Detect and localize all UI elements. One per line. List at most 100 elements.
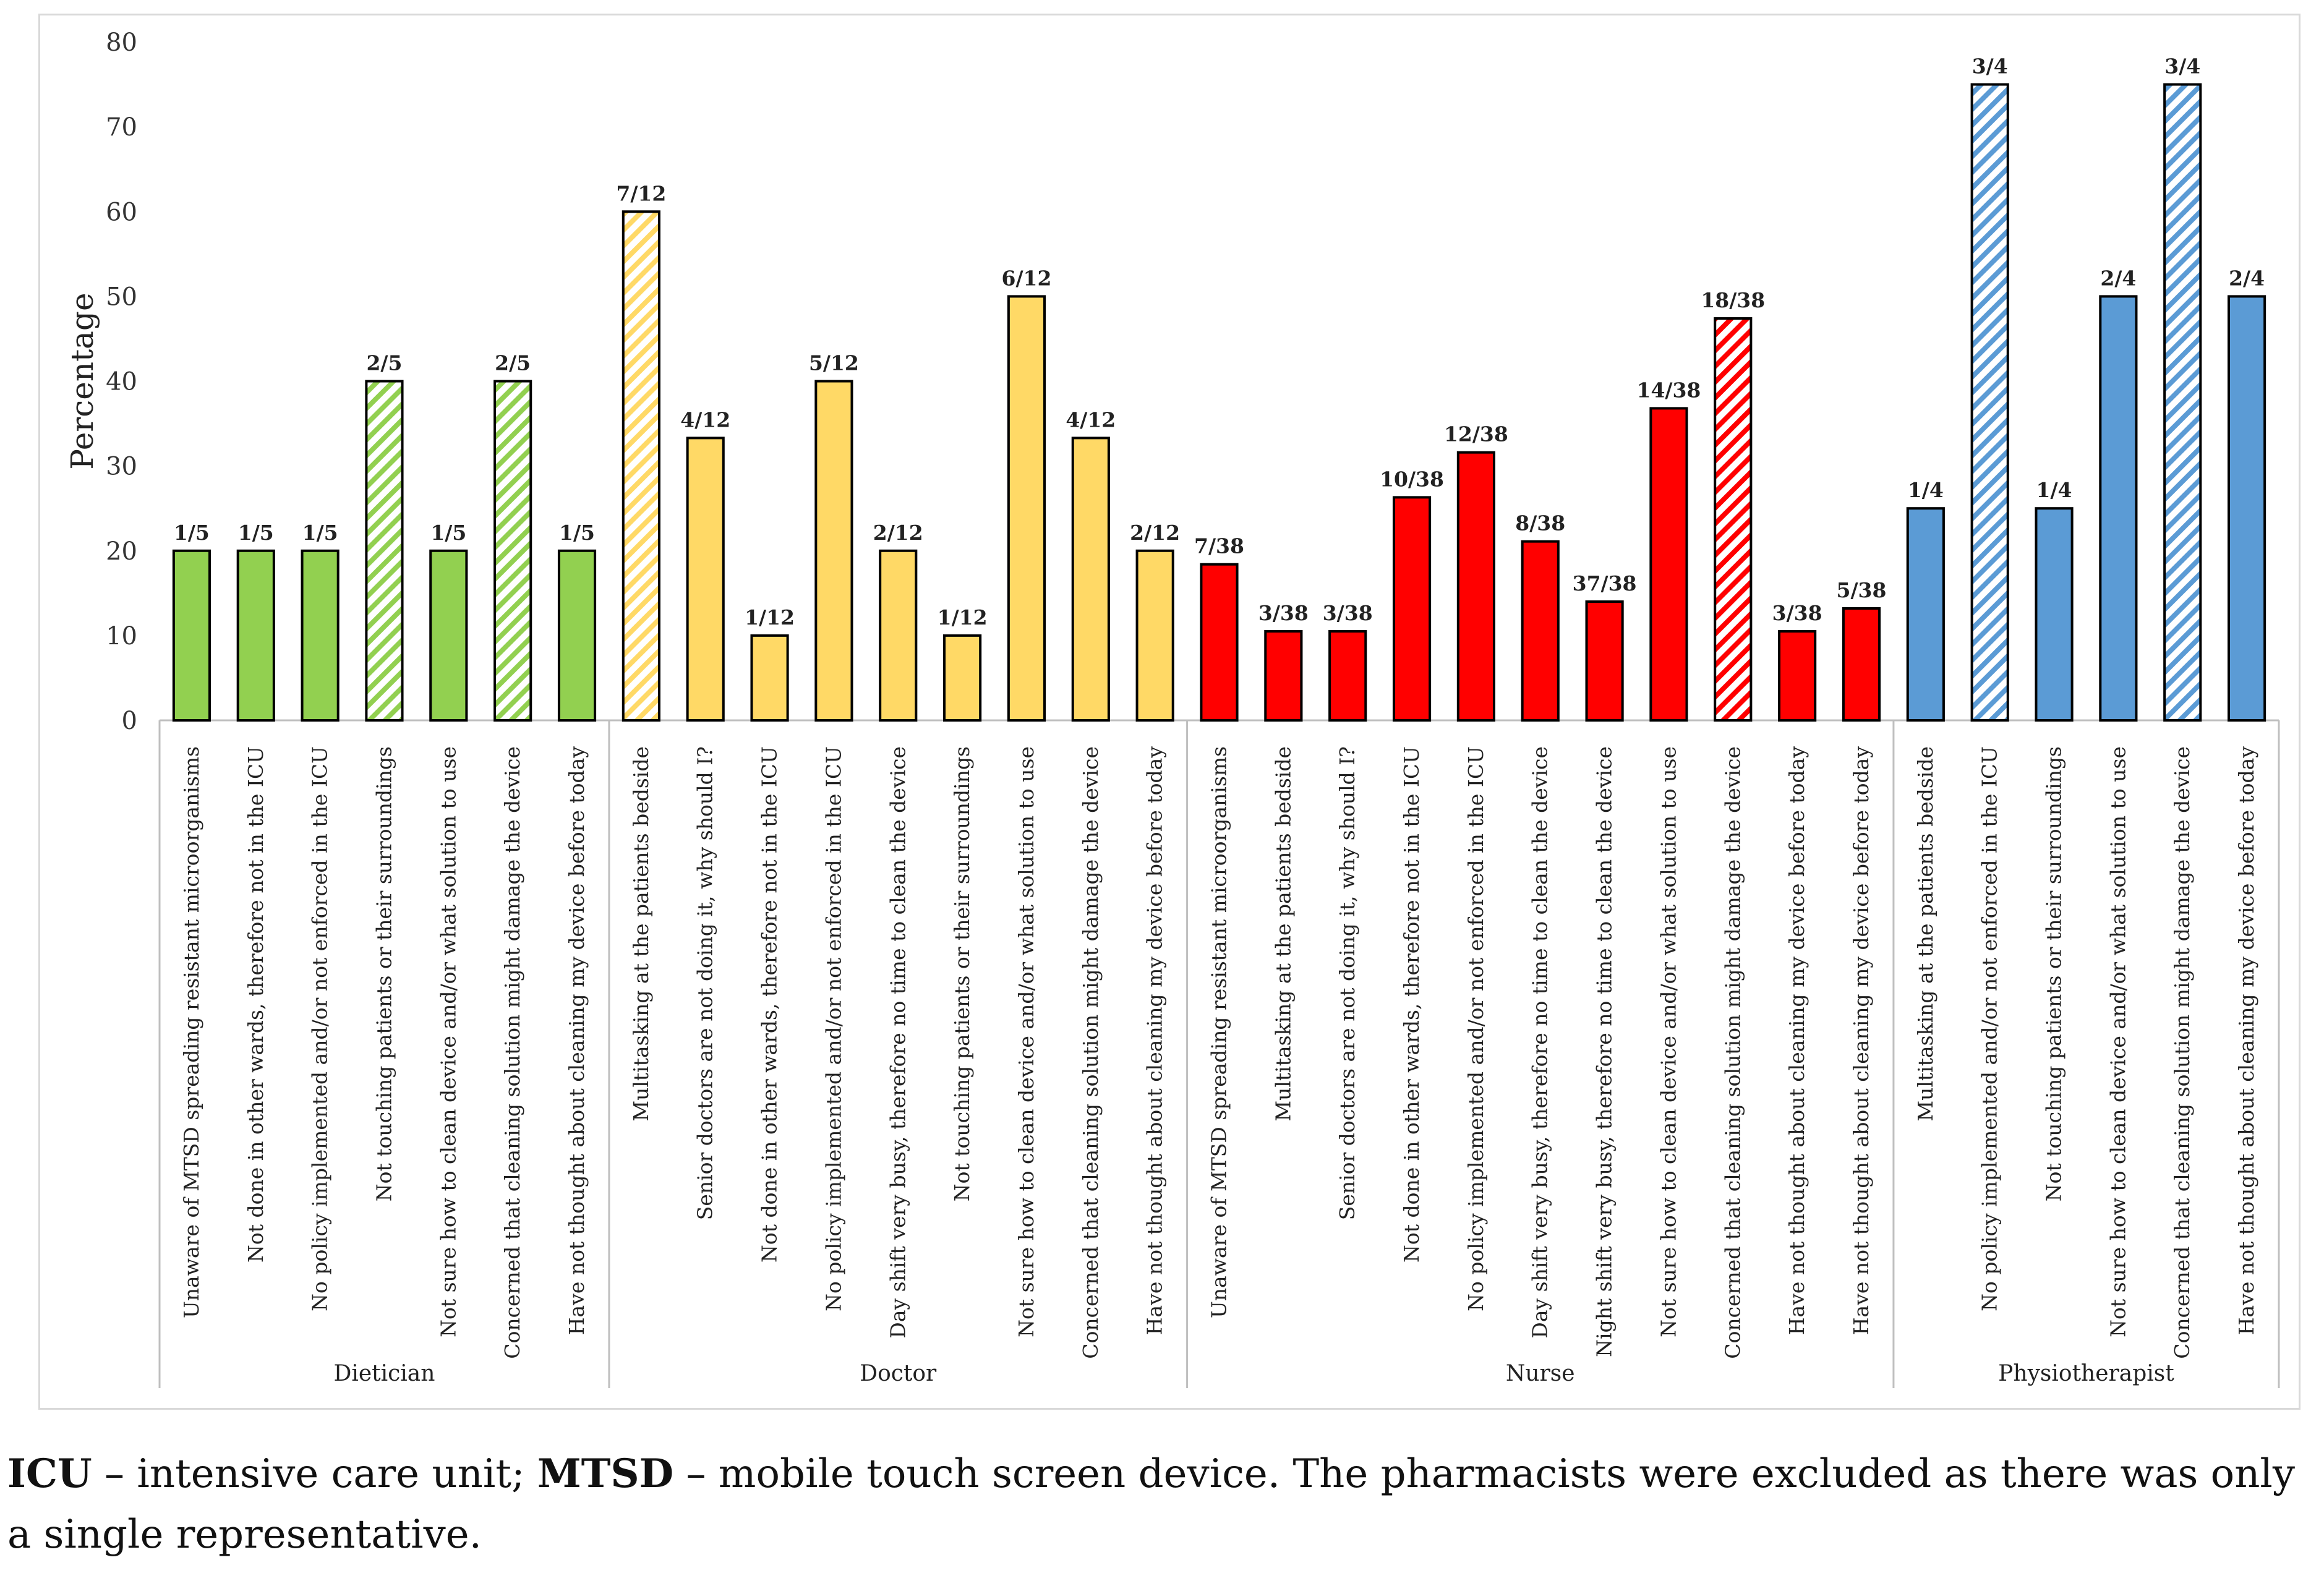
category-label: Multitasking at the patients bedside bbox=[1271, 746, 1295, 1122]
bar bbox=[301, 549, 340, 722]
caption-text-icu: – intensive care unit; bbox=[92, 1451, 537, 1497]
caption-abbr-mtsd: MTSD bbox=[537, 1451, 674, 1497]
y-tick-label: 20 bbox=[106, 537, 137, 566]
bar-annotation: 10/38 bbox=[1380, 467, 1444, 491]
bar-annotation: 7/12 bbox=[616, 181, 666, 205]
bar-annotation: 3/38 bbox=[1323, 601, 1373, 625]
bar-annotation: 14/38 bbox=[1636, 378, 1701, 402]
group-label: Physiotherapist bbox=[1998, 1361, 2174, 1386]
bar bbox=[1714, 317, 1753, 722]
bar bbox=[622, 210, 660, 722]
bar bbox=[814, 380, 853, 722]
category-label: Not sure how to clean device and/or what… bbox=[436, 746, 460, 1337]
bar-annotation: 2/4 bbox=[2100, 266, 2136, 290]
category-label: Senior doctors are not doing it, why sho… bbox=[1335, 746, 1359, 1220]
bar-annotation: 4/12 bbox=[1066, 407, 1116, 432]
category-label: Not sure how to clean device and/or what… bbox=[2106, 746, 2130, 1337]
bar-chart: Percentage 0 10 20 30 40 50 60 70 80 1/5 Unaware of… bbox=[64, 28, 2280, 1388]
bar-annotation: 1/5 bbox=[430, 521, 466, 545]
bar-annotation: 2/5 bbox=[495, 351, 531, 375]
category-label: Unaware of MTSD spreading resistant micr… bbox=[1207, 746, 1231, 1318]
bar bbox=[1264, 630, 1303, 722]
bar-annotation: 2/4 bbox=[2229, 266, 2265, 290]
category-label: No policy implemented and/or not enforce… bbox=[1464, 746, 1488, 1311]
bar-annotation: 1/12 bbox=[938, 605, 988, 629]
bar-annotation: 1/4 bbox=[1908, 478, 1944, 502]
category-label: Day shift very busy, therefore no time t… bbox=[1528, 746, 1552, 1339]
bar-annotation: 3/4 bbox=[2164, 54, 2200, 79]
bar-annotation: 18/38 bbox=[1701, 288, 1765, 312]
category-label: Concerned that cleaning solution might d… bbox=[1720, 746, 1745, 1359]
y-tick-label: 50 bbox=[106, 283, 137, 311]
bar bbox=[429, 549, 468, 722]
bar-annotation: 8/38 bbox=[1515, 511, 1565, 535]
bar-annotation: 3/4 bbox=[1972, 54, 2008, 79]
category-label: Not touching patients or their surroundi… bbox=[2042, 746, 2066, 1201]
category-label: Concerned that cleaning solution might d… bbox=[2170, 746, 2194, 1359]
bar-annotation: 37/38 bbox=[1573, 571, 1637, 595]
bar bbox=[1007, 295, 1046, 722]
bar bbox=[1071, 437, 1110, 722]
category-label: Have not thought about cleaning my devic… bbox=[2234, 746, 2258, 1336]
bar-annotation: 3/38 bbox=[1772, 601, 1822, 625]
figure-caption: ICU – intensive care unit; MTSD – mobile… bbox=[7, 1444, 2314, 1565]
bar bbox=[1135, 549, 1174, 722]
category-label: Day shift very busy, therefore no time t… bbox=[886, 746, 910, 1339]
y-tick-label: 60 bbox=[106, 198, 137, 226]
bar-annotation: 2/12 bbox=[873, 521, 923, 545]
category-label: No policy implemented and/or not enforce… bbox=[1978, 746, 2002, 1311]
bar bbox=[236, 549, 275, 722]
category-label: Have not thought about cleaning my devic… bbox=[1849, 746, 1873, 1336]
y-tick-label: 10 bbox=[106, 622, 137, 650]
bar bbox=[750, 634, 789, 722]
category-label: Not sure how to clean device and/or what… bbox=[1656, 746, 1680, 1337]
category-label: No policy implemented and/or not enforce… bbox=[821, 746, 845, 1311]
bar-annotation: 1/5 bbox=[238, 521, 274, 545]
bar-annotation: 3/38 bbox=[1258, 601, 1309, 625]
y-tick-label: 40 bbox=[106, 368, 137, 396]
group-label: Nurse bbox=[1506, 1361, 1575, 1386]
bar bbox=[2163, 83, 2202, 722]
category-label: Concerned that cleaning solution might d… bbox=[500, 746, 524, 1359]
category-label: Have not thought about cleaning my devic… bbox=[565, 746, 589, 1336]
category-label: Not sure how to clean device and/or what… bbox=[1014, 746, 1038, 1337]
bar-annotation: 1/5 bbox=[559, 521, 595, 545]
y-axis-label: Percentage bbox=[64, 292, 100, 469]
bar bbox=[2099, 295, 2138, 722]
bar bbox=[1200, 563, 1239, 722]
bar-annotation: 5/12 bbox=[809, 351, 859, 375]
category-label: Not done in other wards, therefore not i… bbox=[1399, 746, 1424, 1263]
category-label: Have not thought about cleaning my devic… bbox=[1143, 746, 1167, 1336]
category-label: Have not thought about cleaning my devic… bbox=[1785, 746, 1809, 1336]
caption-text-mtsd: – mobile touch screen device. The pharma… bbox=[673, 1451, 2296, 1497]
category-label: Not done in other wards, therefore not i… bbox=[244, 746, 268, 1263]
bar bbox=[1649, 407, 1688, 722]
bar-annotation: 7/38 bbox=[1194, 534, 1244, 558]
bar-annotation: 2/12 bbox=[1130, 521, 1180, 545]
bar bbox=[1970, 83, 2009, 722]
bar-annotation: 4/12 bbox=[680, 407, 730, 432]
group-label: Dietician bbox=[333, 1361, 435, 1386]
category-label: No policy implemented and/or not enforce… bbox=[308, 746, 332, 1311]
bar bbox=[879, 549, 918, 722]
category-label: Multitasking at the patients bedside bbox=[1913, 746, 1937, 1122]
bar-annotation: 6/12 bbox=[1001, 266, 1051, 290]
bar bbox=[1328, 630, 1367, 722]
bar bbox=[365, 380, 404, 722]
bar bbox=[1521, 540, 1560, 722]
bar-annotation: 1/4 bbox=[2036, 478, 2072, 502]
bar-annotation: 5/38 bbox=[1837, 578, 1887, 602]
y-tick-label: 70 bbox=[106, 113, 137, 142]
chart-frame bbox=[38, 14, 2301, 1410]
bar-annotation: 1/5 bbox=[174, 521, 210, 545]
bar bbox=[557, 549, 597, 722]
y-tick-label: 30 bbox=[106, 453, 137, 481]
category-label: Not done in other wards, therefore not i… bbox=[758, 746, 782, 1263]
category-label: Not touching patients or their surroundi… bbox=[372, 746, 396, 1201]
bar bbox=[1585, 600, 1624, 722]
y-tick-label: 0 bbox=[122, 707, 137, 735]
caption-abbr-icu: ICU bbox=[7, 1451, 92, 1497]
bar bbox=[2035, 507, 2074, 722]
bar-annotation: 12/38 bbox=[1444, 422, 1508, 446]
group-label: Doctor bbox=[860, 1361, 937, 1386]
